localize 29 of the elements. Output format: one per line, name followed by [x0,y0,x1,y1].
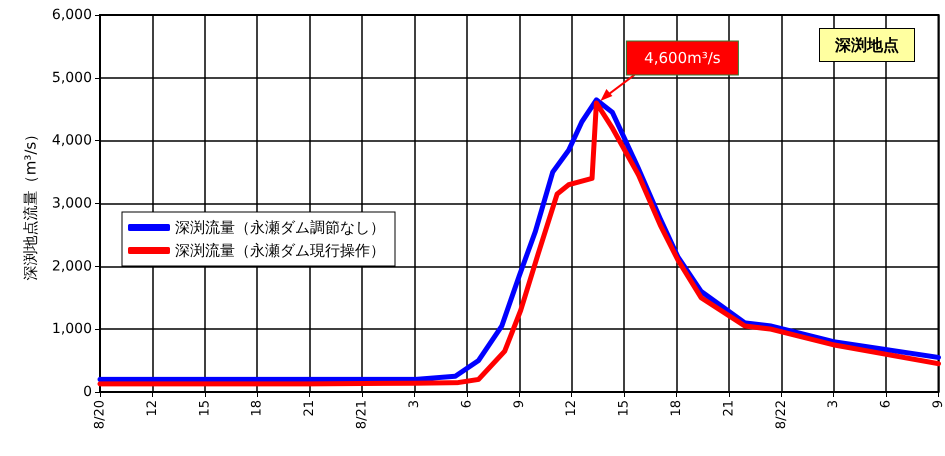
x-tick-label: 21 [302,400,318,417]
y-tick-label: 5,000 [52,70,92,86]
y-tick-label: 1,000 [52,321,92,338]
x-tick-label: 3 [406,400,422,408]
x-tick-label: 6 [878,400,894,408]
x-tick-label: 12 [564,400,580,417]
legend-label: 深渕流量（永瀬ダム調節なし） [175,218,385,236]
y-tick-label: 3,000 [52,196,92,212]
x-tick-label: 21 [721,400,736,417]
y-tick-label: 4,000 [52,132,92,149]
y-axis-title: 深渕地点流量（m³/s） [22,126,40,280]
y-tick-label: 2,000 [52,258,92,274]
x-tick-label: 6 [459,400,474,408]
x-tick-label: 9 [512,400,527,408]
x-tick-label: 8/20 [92,400,108,430]
annotation: 4,600m³/s [644,48,721,67]
x-tick-label: 15 [616,400,632,417]
x-tick-label: 9 [931,400,945,408]
text: 深渕地点 [834,36,899,54]
x-tick-label: 8/21 [354,400,370,430]
x-tick-label: 18 [250,400,265,417]
legend-label: 深渕流量（永瀬ダム現行操作） [175,242,385,260]
x-tick-label: 15 [197,400,212,417]
x-tick-label: 18 [668,400,684,417]
y-tick-label: 0 [83,384,92,400]
x-tick-label: 3 [826,400,842,408]
y-tick-label: 6,000 [52,7,92,23]
x-tick-label: 12 [144,400,160,417]
x-tick-label: 8/22 [774,400,789,430]
